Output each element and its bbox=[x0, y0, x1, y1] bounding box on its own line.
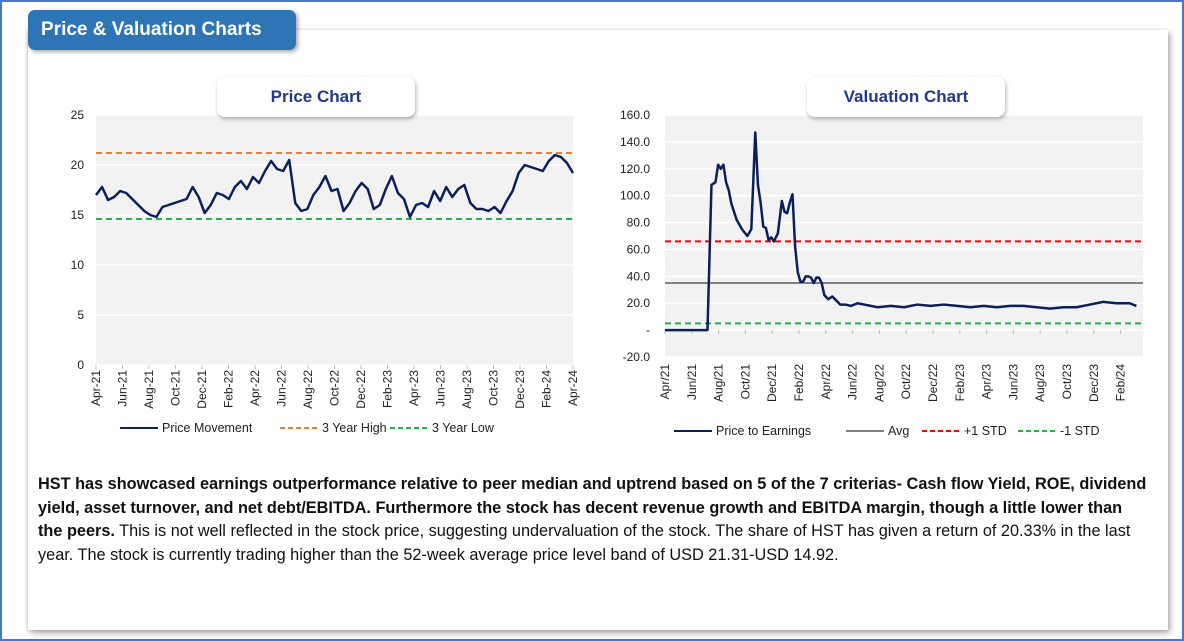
plot-area bbox=[665, 115, 1143, 357]
legend-label: 3 Year Low bbox=[432, 421, 495, 435]
legend-label: Price to Earnings bbox=[716, 424, 811, 438]
legend-label: Price Movement bbox=[162, 421, 253, 435]
x-tick-label: Aug/22 bbox=[872, 364, 886, 402]
x-tick-label: Apr/22 bbox=[819, 364, 833, 400]
x-tick-label: Oct-22 bbox=[328, 370, 342, 406]
y-tick-label: 60.0 bbox=[627, 242, 651, 256]
y-tick-label: 15 bbox=[71, 208, 85, 222]
y-tick-label: 0 bbox=[77, 358, 84, 372]
x-tick-label: Oct/22 bbox=[899, 364, 913, 400]
x-tick-label: Feb-23 bbox=[381, 370, 395, 408]
x-tick-label: Dec-22 bbox=[354, 370, 368, 409]
valuation-chart: -20.0-20.040.060.080.0100.0120.0140.0160… bbox=[620, 108, 1143, 438]
series-line-price-movement bbox=[95, 153, 575, 219]
series-line-price-to-earnings bbox=[665, 131, 1137, 332]
x-tick-label: Jun/23 bbox=[1006, 364, 1020, 400]
x-tick-label: Aug-21 bbox=[142, 370, 156, 409]
x-tick-label: Apr-24 bbox=[566, 370, 580, 406]
price-chart-title: Price Chart bbox=[217, 77, 415, 117]
legend-label: Avg bbox=[888, 424, 909, 438]
section-title: Price & Valuation Charts bbox=[28, 10, 296, 50]
x-tick-label: Apr-21 bbox=[89, 370, 103, 406]
x-tick-label: Feb/23 bbox=[953, 364, 967, 402]
y-tick-label: 80.0 bbox=[627, 216, 651, 230]
commentary: HST has showcased earnings outperformanc… bbox=[38, 473, 1148, 567]
valuation-chart-title: Valuation Chart bbox=[807, 77, 1005, 117]
x-tick-label: Dec-21 bbox=[195, 370, 209, 409]
y-tick-label: 120.0 bbox=[620, 162, 650, 176]
x-tick-label: Feb/24 bbox=[1114, 364, 1128, 402]
x-tick-label: Apr-22 bbox=[248, 370, 262, 406]
x-tick-label: Apr/23 bbox=[980, 364, 994, 400]
x-tick-label: Apr/21 bbox=[658, 364, 672, 400]
y-tick-label: 10 bbox=[71, 258, 85, 272]
y-tick-label: 140.0 bbox=[620, 135, 650, 149]
x-tick-label: Feb-22 bbox=[222, 370, 236, 408]
x-tick-label: Oct/21 bbox=[738, 364, 752, 400]
price-chart: 0 5 10 15 20 25 Apr-21 Jun-21 Aug-21 Oct-21 Dec-21… bbox=[71, 108, 580, 435]
x-tick-label: Jun-22 bbox=[275, 370, 289, 407]
x-tick-label: Oct/23 bbox=[1060, 364, 1074, 400]
plot-area bbox=[96, 115, 573, 365]
x-tick-label: Dec/21 bbox=[765, 364, 779, 402]
x-tick-label: Jun/21 bbox=[685, 364, 699, 400]
x-tick-label: Aug/23 bbox=[1033, 364, 1047, 402]
x-tick-label: Oct-23 bbox=[487, 370, 501, 406]
x-tick-label: Oct-21 bbox=[169, 370, 183, 406]
commentary-normal: This is not well reflected in the stock … bbox=[38, 522, 1131, 564]
x-tick-label: Aug-22 bbox=[301, 370, 315, 409]
x-tick-label: Jun/22 bbox=[846, 364, 860, 400]
x-tick-label: Jun-23 bbox=[434, 370, 448, 407]
x-tick-label: Feb/22 bbox=[792, 364, 806, 402]
x-tick-label: Dec/23 bbox=[1087, 364, 1101, 402]
x-tick-label: Apr-23 bbox=[407, 370, 421, 406]
y-tick-label: 5 bbox=[77, 308, 84, 322]
legend-label: 3 Year High bbox=[322, 421, 387, 435]
x-tick-label: Feb-24 bbox=[540, 370, 554, 408]
x-tick-label: Aug/21 bbox=[712, 364, 726, 402]
x-tick-label: Jun-21 bbox=[116, 370, 130, 407]
y-tick-label: 40.0 bbox=[627, 269, 651, 283]
y-tick-label: 25 bbox=[71, 108, 85, 122]
legend-label: +1 STD bbox=[964, 424, 1007, 438]
y-tick-label: 20 bbox=[71, 158, 85, 172]
x-tick-label: Dec-23 bbox=[513, 370, 527, 409]
y-tick-label: 100.0 bbox=[620, 189, 650, 203]
y-tick-label: - bbox=[646, 323, 650, 337]
y-tick-label: 160.0 bbox=[620, 108, 650, 122]
y-tick-label: 20.0 bbox=[627, 296, 651, 310]
x-tick-label: Dec/22 bbox=[926, 364, 940, 402]
legend-label: -1 STD bbox=[1060, 424, 1100, 438]
commentary-bold: HST has showcased earnings outperformanc… bbox=[38, 475, 1147, 540]
y-tick-label: -20.0 bbox=[623, 350, 651, 364]
x-tick-label: Aug-23 bbox=[460, 370, 474, 409]
